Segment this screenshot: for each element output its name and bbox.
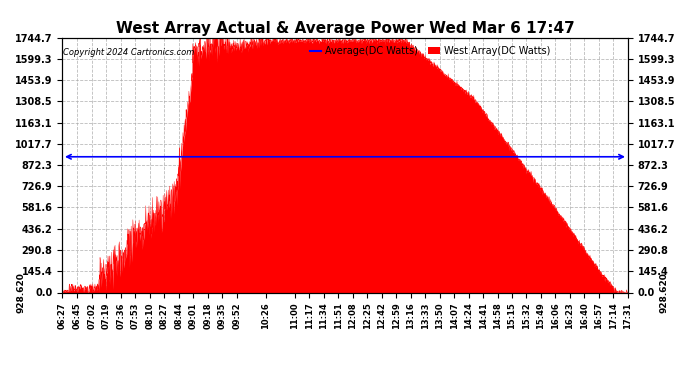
Text: Copyright 2024 Cartronics.com: Copyright 2024 Cartronics.com: [63, 48, 195, 57]
Legend: Average(DC Watts), West Array(DC Watts): Average(DC Watts), West Array(DC Watts): [306, 42, 554, 60]
Text: 928.620: 928.620: [17, 272, 26, 313]
Title: West Array Actual & Average Power Wed Mar 6 17:47: West Array Actual & Average Power Wed Ma…: [116, 21, 574, 36]
Text: 928.620: 928.620: [659, 272, 668, 313]
